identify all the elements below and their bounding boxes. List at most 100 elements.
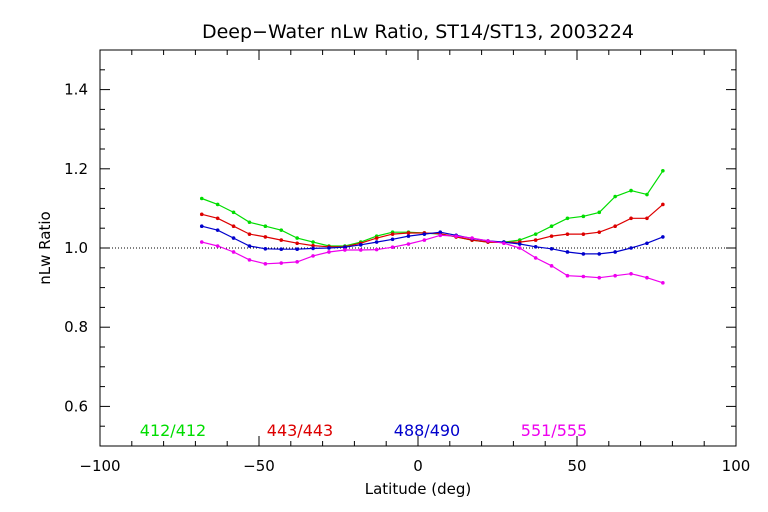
data-point bbox=[311, 246, 315, 251]
data-point bbox=[581, 252, 586, 256]
data-point bbox=[613, 273, 617, 278]
data-point bbox=[565, 250, 570, 254]
data-point bbox=[661, 281, 665, 285]
y-tick-label: 1.2 bbox=[64, 160, 88, 178]
series-3 bbox=[199, 224, 665, 256]
data-point bbox=[533, 245, 538, 249]
data-point bbox=[374, 247, 379, 252]
data-point bbox=[247, 220, 252, 225]
data-point bbox=[199, 196, 204, 201]
data-point bbox=[645, 275, 649, 280]
data-point bbox=[565, 232, 570, 236]
data-point bbox=[231, 236, 236, 240]
data-point bbox=[661, 202, 665, 207]
series-2 bbox=[199, 202, 665, 249]
data-point bbox=[231, 250, 236, 254]
y-tick-label: 0.6 bbox=[64, 397, 88, 415]
data-point bbox=[247, 244, 252, 248]
data-point bbox=[661, 235, 665, 239]
data-point bbox=[406, 234, 411, 238]
data-point bbox=[374, 240, 379, 244]
data-point bbox=[311, 254, 315, 258]
data-point bbox=[629, 188, 633, 193]
data-point bbox=[343, 245, 347, 250]
data-point bbox=[597, 210, 602, 215]
data-point bbox=[613, 194, 617, 199]
series-line bbox=[201, 203, 664, 248]
data-point bbox=[358, 243, 363, 247]
data-point bbox=[343, 248, 347, 252]
data-point bbox=[358, 248, 363, 252]
data-point bbox=[438, 233, 443, 238]
data-point bbox=[645, 192, 649, 197]
data-point bbox=[565, 273, 570, 278]
data-point bbox=[645, 216, 649, 221]
data-point bbox=[263, 235, 268, 239]
x-tick-label: −50 bbox=[243, 457, 275, 475]
data-point bbox=[597, 230, 602, 234]
data-point bbox=[327, 246, 331, 250]
data-point bbox=[279, 238, 284, 242]
data-point bbox=[645, 241, 649, 246]
data-point bbox=[549, 224, 554, 229]
series-4 bbox=[199, 233, 665, 285]
data-point bbox=[533, 232, 538, 236]
x-tick-label: 50 bbox=[567, 457, 586, 475]
y-tick-label: 1.0 bbox=[64, 239, 88, 257]
data-point bbox=[502, 241, 506, 246]
data-point bbox=[549, 246, 554, 251]
data-point bbox=[279, 261, 284, 265]
data-point bbox=[215, 228, 220, 232]
y-tick-labels: 0.6 0.8 1.0 1.2 1.4 bbox=[64, 81, 88, 416]
data-point bbox=[533, 238, 538, 242]
data-point bbox=[517, 246, 522, 250]
data-point bbox=[597, 275, 602, 280]
data-point bbox=[470, 236, 474, 240]
series-group bbox=[199, 168, 665, 285]
data-point bbox=[406, 242, 411, 246]
data-point bbox=[295, 241, 299, 246]
data-point bbox=[581, 274, 586, 279]
data-point bbox=[565, 216, 570, 221]
data-point bbox=[311, 240, 315, 244]
data-point bbox=[199, 240, 204, 244]
data-point bbox=[629, 271, 633, 276]
data-point bbox=[247, 232, 252, 236]
data-point bbox=[263, 246, 268, 251]
legend-entry: 488/490 bbox=[394, 421, 460, 440]
series-line bbox=[201, 225, 664, 255]
data-point bbox=[486, 239, 490, 243]
data-point bbox=[581, 214, 586, 219]
data-point bbox=[263, 224, 268, 229]
legend-entry: 551/555 bbox=[521, 421, 587, 440]
data-point bbox=[295, 247, 299, 251]
data-point bbox=[231, 210, 236, 215]
data-point bbox=[327, 250, 331, 254]
x-tick-label: 100 bbox=[722, 457, 751, 475]
data-point bbox=[279, 247, 284, 251]
data-point bbox=[454, 234, 458, 238]
data-point bbox=[374, 236, 379, 240]
data-point bbox=[247, 258, 252, 262]
data-point bbox=[215, 216, 220, 221]
data-point bbox=[613, 250, 617, 254]
data-point bbox=[581, 232, 586, 236]
y-tick-label: 1.4 bbox=[64, 81, 88, 99]
x-tick-label: −100 bbox=[79, 457, 120, 475]
series-1 bbox=[199, 168, 665, 248]
data-point bbox=[629, 216, 633, 221]
data-point bbox=[390, 245, 395, 250]
data-point bbox=[629, 246, 633, 250]
data-point bbox=[533, 256, 538, 260]
legend: 412/412 443/443 488/490 551/555 bbox=[140, 421, 587, 440]
data-point bbox=[199, 212, 204, 217]
data-point bbox=[390, 237, 395, 242]
data-point bbox=[215, 244, 220, 248]
data-point bbox=[215, 202, 220, 207]
data-point bbox=[661, 168, 665, 173]
data-point bbox=[390, 232, 395, 236]
data-point bbox=[549, 234, 554, 238]
series-line bbox=[201, 234, 664, 284]
legend-entry: 412/412 bbox=[140, 421, 206, 440]
